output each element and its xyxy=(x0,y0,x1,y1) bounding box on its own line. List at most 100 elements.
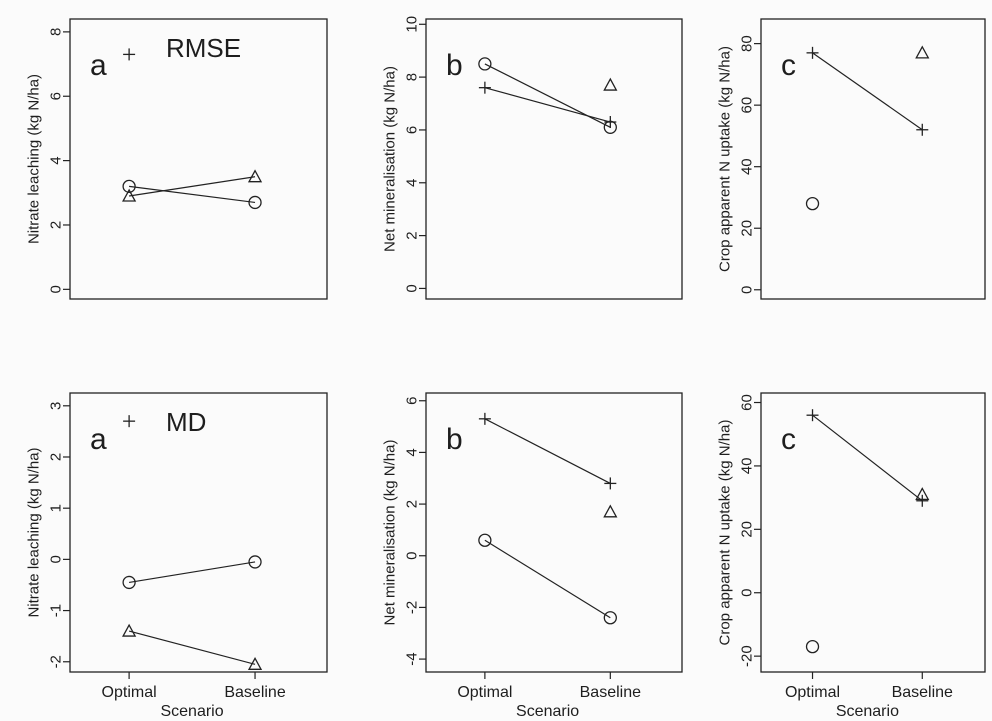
triangle-point xyxy=(603,504,618,518)
y-tick-label: 80 xyxy=(739,35,756,52)
x-axis-title: Scenario xyxy=(516,703,579,720)
plot-frame xyxy=(69,392,328,673)
panel-letter: a xyxy=(90,49,107,82)
circle-point xyxy=(603,120,617,134)
y-tick-label: 6 xyxy=(404,126,421,134)
y-tick-label: 10 xyxy=(404,16,421,33)
x-tick-label: Optimal xyxy=(457,684,512,701)
y-tick-label: -1 xyxy=(48,604,65,617)
series-line-plus xyxy=(484,87,611,123)
y-tick-label: -2 xyxy=(48,655,65,668)
y-axis-label: Nitrate leaching (kg N/ha) xyxy=(26,447,43,617)
y-tick-label: 8 xyxy=(404,73,421,81)
plot-frame xyxy=(69,18,328,300)
circle-point xyxy=(248,195,262,210)
plot-frame xyxy=(760,18,986,300)
series-line-circle xyxy=(129,185,256,204)
circle-point xyxy=(122,179,136,194)
plus-point xyxy=(916,123,929,136)
circle-point xyxy=(122,575,136,590)
x-axis-title: Scenario xyxy=(836,703,899,720)
y-tick-label: 4 xyxy=(404,179,421,187)
plus-point xyxy=(806,46,819,59)
series-line-plus xyxy=(484,418,611,484)
plus-point xyxy=(123,48,136,61)
circle-point xyxy=(603,611,617,625)
triangle-point xyxy=(915,487,930,501)
x-tick-label: Baseline xyxy=(892,684,953,701)
y-tick-label: 2 xyxy=(404,231,421,239)
plus-point xyxy=(916,494,929,507)
y-tick-label: 60 xyxy=(739,394,756,411)
panel-a-0: 0 2 4 6 8 Nitrate leaching (kg N/ha) a RMSE xyxy=(26,18,328,300)
triangle-point xyxy=(915,45,930,59)
panel-letter: c xyxy=(781,423,796,456)
plus-point xyxy=(478,412,491,425)
y-tick-label: 0 xyxy=(739,589,756,597)
circle-point xyxy=(805,196,820,211)
panel-stat-label: MD xyxy=(166,407,206,437)
y-tick-label: 6 xyxy=(48,92,65,100)
x-tick-label: Optimal xyxy=(785,684,840,701)
y-tick-label: 6 xyxy=(404,397,421,405)
plot-frame xyxy=(425,18,683,300)
y-tick-label: 2 xyxy=(48,221,65,229)
plot-frame xyxy=(425,392,683,673)
triangle-point xyxy=(122,623,137,637)
y-axis-label: Crop apparent N uptake (kg N/ha) xyxy=(717,46,734,272)
y-tick-label: 2 xyxy=(404,500,421,508)
y-axis-label: Net mineralisation (kg N/ha) xyxy=(382,66,399,252)
y-axis-label: Net mineralisation (kg N/ha) xyxy=(382,440,399,626)
y-tick-label: 2 xyxy=(48,453,65,461)
series-line-plus xyxy=(812,414,923,502)
y-tick-label: -4 xyxy=(404,652,421,665)
series-line-circle xyxy=(129,561,256,584)
plus-point xyxy=(806,409,819,422)
plus-point xyxy=(604,116,617,129)
y-tick-label: 0 xyxy=(404,552,421,560)
y-tick-label: 20 xyxy=(739,521,756,538)
x-tick-label: Baseline xyxy=(224,684,285,701)
plus-point xyxy=(604,477,617,490)
panel-c-2: 0 20 40 60 80 Crop apparent N uptake (kg N/ha… xyxy=(717,18,986,300)
panel-letter: c xyxy=(781,49,796,82)
x-axis-title: Scenario xyxy=(160,703,223,720)
panel-a-3: -2 -1 0 1 2 3 Nitrate leaching (kg N/ha) Optima… xyxy=(26,392,328,720)
series-line-plus xyxy=(812,52,923,131)
panel-letter: a xyxy=(90,423,107,456)
y-tick-label: -2 xyxy=(404,601,421,614)
plus-point xyxy=(123,415,136,428)
plus-point xyxy=(478,81,491,94)
panel-letter: b xyxy=(446,49,463,82)
plot-frame xyxy=(760,392,986,673)
y-tick-label: 0 xyxy=(739,286,756,294)
y-tick-label: 4 xyxy=(404,448,421,456)
panel-letter: b xyxy=(446,423,463,456)
series-line-triangle xyxy=(128,630,256,665)
triangle-point xyxy=(247,169,263,183)
y-tick-label: 20 xyxy=(739,220,756,237)
panel-b-4: -4 -2 0 2 4 6 Net mineralisation (kg N/ha) Opti… xyxy=(382,392,683,720)
y-tick-label: -20 xyxy=(739,645,756,667)
y-axis-label: Nitrate leaching (kg N/ha) xyxy=(26,74,43,244)
circle-point xyxy=(805,639,820,654)
triangle-point xyxy=(603,77,618,91)
series-line-circle xyxy=(484,63,611,128)
y-tick-label: 40 xyxy=(739,458,756,475)
y-tick-label: 3 xyxy=(48,402,65,410)
series-line-triangle xyxy=(129,176,256,197)
circle-point xyxy=(478,533,492,547)
y-tick-label: 0 xyxy=(48,555,65,563)
panel-c-5: -20 0 20 40 60 Crop apparent N uptake (kg N/h… xyxy=(717,392,986,720)
y-tick-label: 40 xyxy=(739,158,756,175)
y-tick-label: 0 xyxy=(48,285,65,293)
circle-point xyxy=(478,57,492,71)
triangle-point xyxy=(122,188,137,202)
x-tick-label: Optimal xyxy=(102,684,157,701)
y-tick-label: 1 xyxy=(48,504,65,512)
circle-point xyxy=(248,555,262,569)
triangle-point xyxy=(247,656,263,670)
y-tick-label: 0 xyxy=(404,284,421,292)
y-tick-label: 60 xyxy=(739,97,756,114)
